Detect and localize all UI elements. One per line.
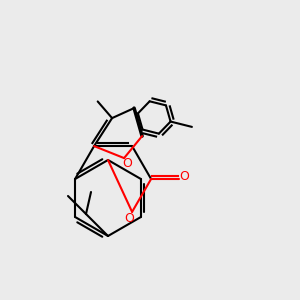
Text: O: O <box>179 170 189 184</box>
Text: O: O <box>122 157 132 169</box>
Text: O: O <box>124 212 134 225</box>
